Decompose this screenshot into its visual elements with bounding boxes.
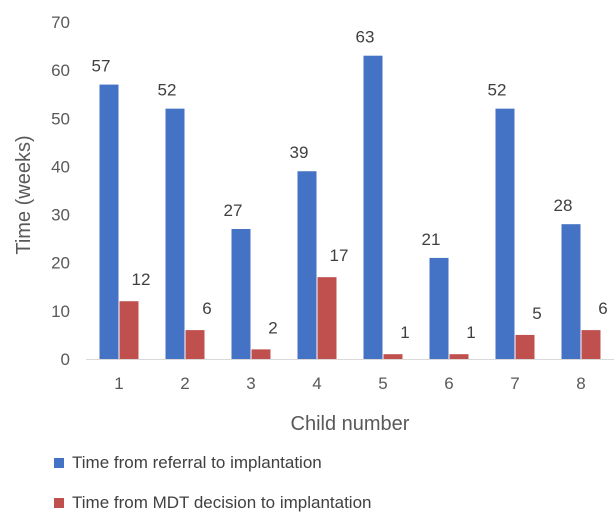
bar-mdt: [119, 301, 139, 359]
data-label: 52: [158, 81, 177, 100]
data-label: 63: [356, 28, 375, 47]
legend-swatch: [54, 458, 64, 468]
bar-mdt: [251, 349, 271, 359]
data-label: 2: [268, 318, 277, 337]
bar-referral: [297, 171, 317, 359]
legend: Time from referral to implantation Time f…: [54, 453, 372, 512]
y-tick-label: 30: [51, 206, 70, 225]
data-label: 27: [224, 201, 243, 220]
data-label: 6: [202, 299, 211, 318]
bar-referral: [363, 55, 383, 359]
x-tick-label: 2: [180, 374, 189, 393]
x-tick-label: 1: [114, 374, 123, 393]
x-tick-label: 3: [246, 374, 255, 393]
bar-mdt: [581, 330, 601, 359]
y-axis: 0 10 20 30 40 50 60 70: [51, 13, 70, 369]
x-tick-label: 8: [576, 374, 585, 393]
bar-mdt: [185, 330, 205, 359]
data-label: 6: [598, 299, 607, 318]
data-label: 1: [466, 323, 475, 342]
bar-mdt: [449, 354, 469, 359]
x-tick-label: 4: [312, 374, 321, 393]
data-label: 28: [554, 196, 573, 215]
data-label: 12: [132, 270, 151, 289]
data-label: 17: [330, 246, 349, 265]
y-tick-label: 40: [51, 157, 70, 176]
x-tick-label: 6: [444, 374, 453, 393]
y-tick-label: 20: [51, 254, 70, 273]
legend-entry: Time from MDT decision to implantation: [72, 493, 372, 512]
x-tick-label: 7: [510, 374, 519, 393]
data-labels: 57 12 52 6 27 2 39 17 63 1 21 1 52 5 28 6: [92, 28, 608, 342]
legend-entry: Time from referral to implantation: [72, 453, 322, 472]
y-tick-label: 50: [51, 109, 70, 128]
data-label: 57: [92, 57, 111, 76]
data-label: 5: [532, 304, 541, 323]
data-label: 39: [290, 143, 309, 162]
x-tick-label: 5: [378, 374, 387, 393]
bar-mdt: [515, 334, 535, 359]
y-tick-label: 60: [51, 61, 70, 80]
bars: [99, 55, 601, 360]
y-tick-label: 10: [51, 302, 70, 321]
legend-swatch: [54, 498, 64, 508]
y-tick-label: 70: [51, 13, 70, 32]
y-axis-title: Time (weeks): [13, 135, 35, 254]
bar-referral: [495, 108, 515, 360]
y-tick-label: 0: [61, 350, 70, 369]
x-axis: 1 2 3 4 5 6 7 8: [86, 359, 614, 393]
bar-referral: [231, 229, 251, 359]
bar-referral: [165, 108, 185, 360]
x-axis-title: Child number: [291, 413, 410, 435]
bar-mdt: [317, 277, 337, 359]
data-label: 52: [488, 81, 507, 100]
bar-referral: [561, 224, 581, 359]
bar-mdt: [383, 354, 403, 359]
data-label: 1: [400, 323, 409, 342]
data-label: 21: [422, 230, 441, 249]
bar-referral: [99, 84, 119, 359]
bar-referral: [429, 257, 449, 359]
